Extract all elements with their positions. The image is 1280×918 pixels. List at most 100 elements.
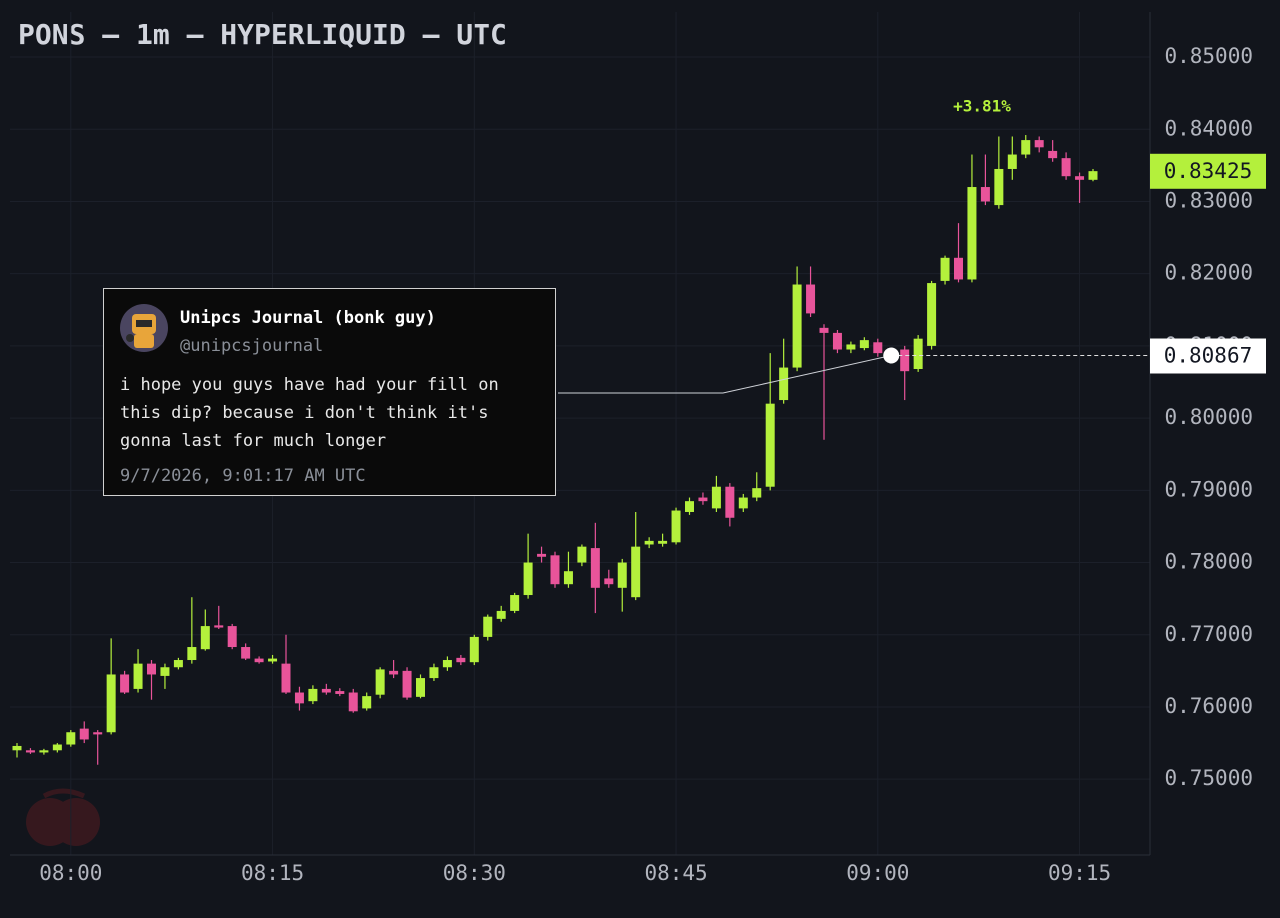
candle-body — [738, 497, 748, 509]
candle-body — [79, 728, 89, 740]
candle-body — [268, 658, 278, 662]
candle-body — [1048, 150, 1058, 159]
candle-body — [510, 595, 520, 611]
tweet-price-label: 0.80867 — [1164, 344, 1253, 368]
candle-body — [147, 663, 156, 675]
candle-body — [577, 546, 587, 563]
y-tick-label: 0.83000 — [1164, 188, 1253, 212]
x-tick-label: 09:00 — [846, 861, 909, 885]
y-tick-label: 0.76000 — [1164, 694, 1253, 718]
candle-body — [120, 674, 130, 693]
candle-body — [1088, 171, 1098, 180]
tweet-timestamp: 9/7/2026, 9:01:17 AM UTC — [120, 466, 366, 486]
candle-body — [227, 626, 237, 648]
candle-body — [173, 660, 183, 668]
watermark — [26, 788, 100, 846]
candle-body — [187, 647, 197, 661]
tweet-marker — [883, 347, 900, 364]
x-tick-label: 08:30 — [443, 861, 506, 885]
candle-body — [563, 571, 573, 585]
candle-body — [927, 283, 937, 346]
candle-body — [496, 610, 506, 619]
candle-body — [819, 327, 829, 333]
candle-body — [429, 667, 439, 679]
candle-body — [321, 688, 331, 693]
tweet-card[interactable]: Unipcs Journal (bonk guy) @unipcsjournal… — [103, 288, 556, 496]
y-tick-label: 0.77000 — [1164, 622, 1253, 646]
candle-body — [160, 667, 170, 676]
y-tick-label: 0.85000 — [1164, 44, 1253, 68]
tweet-price-badge — [1150, 338, 1266, 374]
y-tick-label: 0.80000 — [1164, 405, 1253, 429]
candle-body — [362, 696, 372, 709]
candle-body — [1021, 140, 1031, 155]
candle-body — [1061, 158, 1071, 177]
candle-body — [725, 486, 735, 518]
candle-body — [241, 647, 251, 659]
candle-body — [806, 284, 816, 314]
candle-body — [846, 344, 856, 350]
candle-body — [12, 745, 22, 751]
candle-body — [254, 658, 264, 663]
candle-body — [590, 548, 600, 588]
x-tick-label: 08:00 — [39, 861, 102, 885]
tweet-connector — [558, 355, 892, 394]
avatar — [120, 304, 168, 352]
tweet-handle: @unipcsjournal — [180, 336, 324, 356]
y-tick-label: 0.82000 — [1164, 261, 1253, 285]
candle-body — [469, 636, 479, 663]
y-tick-label: 0.75000 — [1164, 766, 1253, 790]
candle-body — [335, 691, 345, 694]
candle-body — [39, 750, 49, 753]
candle-body — [658, 540, 668, 544]
candle-body — [1075, 176, 1085, 180]
tweet-author: Unipcs Journal (bonk guy) — [180, 308, 436, 328]
candle-body — [698, 497, 708, 502]
y-tick-label: 0.78000 — [1164, 550, 1253, 574]
candle-body — [537, 553, 547, 557]
candle-body — [375, 669, 385, 695]
candle-body — [456, 657, 466, 663]
candle-body — [281, 663, 291, 693]
candle-body — [617, 562, 627, 588]
candle-body — [550, 555, 560, 585]
candle-body — [200, 626, 210, 650]
candle-body — [1034, 140, 1044, 148]
candle-body — [644, 540, 654, 545]
candle-body — [940, 257, 950, 281]
candle-body — [765, 403, 775, 487]
y-tick-label: 0.84000 — [1164, 116, 1253, 140]
candle-body — [832, 332, 842, 350]
candle-body — [792, 284, 802, 368]
candle-body — [859, 340, 869, 349]
candle-body — [133, 663, 143, 689]
candle-body — [779, 367, 789, 401]
candle-body — [294, 692, 304, 704]
candle-body — [873, 342, 883, 354]
candle-body — [483, 616, 493, 637]
candle-body — [52, 744, 62, 751]
candle-body — [66, 732, 76, 745]
y-tick-label: 0.79000 — [1164, 477, 1253, 501]
candle-body — [93, 732, 103, 735]
candle-body — [348, 692, 358, 712]
candle-body — [685, 501, 694, 512]
candle-body — [389, 670, 399, 675]
candle-body — [913, 338, 923, 370]
chart-title: PONS — 1m — HYPERLIQUID — UTC — [18, 18, 507, 51]
candle-body — [25, 750, 35, 753]
candle-body — [416, 678, 425, 697]
change-annotation: +3.81% — [953, 97, 1011, 116]
candle-body — [900, 349, 910, 372]
candle-body — [402, 670, 412, 698]
candle-body — [106, 674, 116, 733]
x-tick-label: 08:45 — [644, 861, 707, 885]
last-price-label: 0.83425 — [1164, 159, 1253, 183]
last-price-badge — [1150, 153, 1266, 189]
x-tick-label: 09:15 — [1048, 861, 1111, 885]
candle-body — [671, 510, 681, 543]
candle-body — [631, 546, 641, 598]
candle-body — [994, 168, 1004, 206]
candle-body — [752, 488, 762, 498]
